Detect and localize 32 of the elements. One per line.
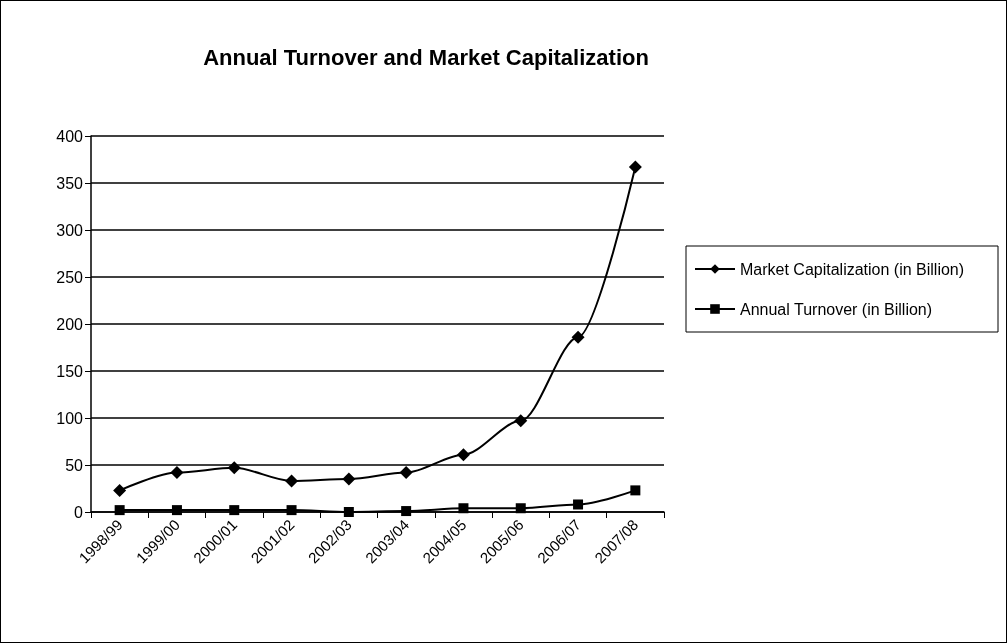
point <box>630 485 641 496</box>
y-tick-label: 150 <box>56 362 84 380</box>
y-tick-label: 300 <box>56 221 84 239</box>
point <box>113 483 127 497</box>
y-tick-label: 50 <box>65 456 84 474</box>
point <box>285 474 299 488</box>
y-tick-label: 400 <box>56 127 84 145</box>
legend-label: Annual Turnover (in Billion) <box>740 300 933 318</box>
y-tick-label: 200 <box>56 315 84 333</box>
y-tick-label: 100 <box>56 409 84 427</box>
point <box>114 505 125 516</box>
point <box>171 505 182 516</box>
point <box>286 505 297 516</box>
legend-label: Market Capitalization (in Billion) <box>740 260 965 278</box>
chart-title: Annual Turnover and Market Capitalization <box>203 44 649 70</box>
point <box>573 499 584 510</box>
point <box>401 506 412 517</box>
point <box>342 472 356 486</box>
point <box>514 414 528 428</box>
point <box>628 160 642 174</box>
point <box>229 505 240 516</box>
point <box>227 461 241 475</box>
y-tick-label: 350 <box>56 174 84 192</box>
point <box>399 466 413 480</box>
point <box>458 503 469 514</box>
point <box>170 466 184 480</box>
point <box>515 503 526 514</box>
point <box>571 330 585 344</box>
point <box>343 507 354 517</box>
y-tick-label: 250 <box>56 268 84 286</box>
point <box>456 448 470 462</box>
y-tick-label: 0 <box>74 503 84 521</box>
